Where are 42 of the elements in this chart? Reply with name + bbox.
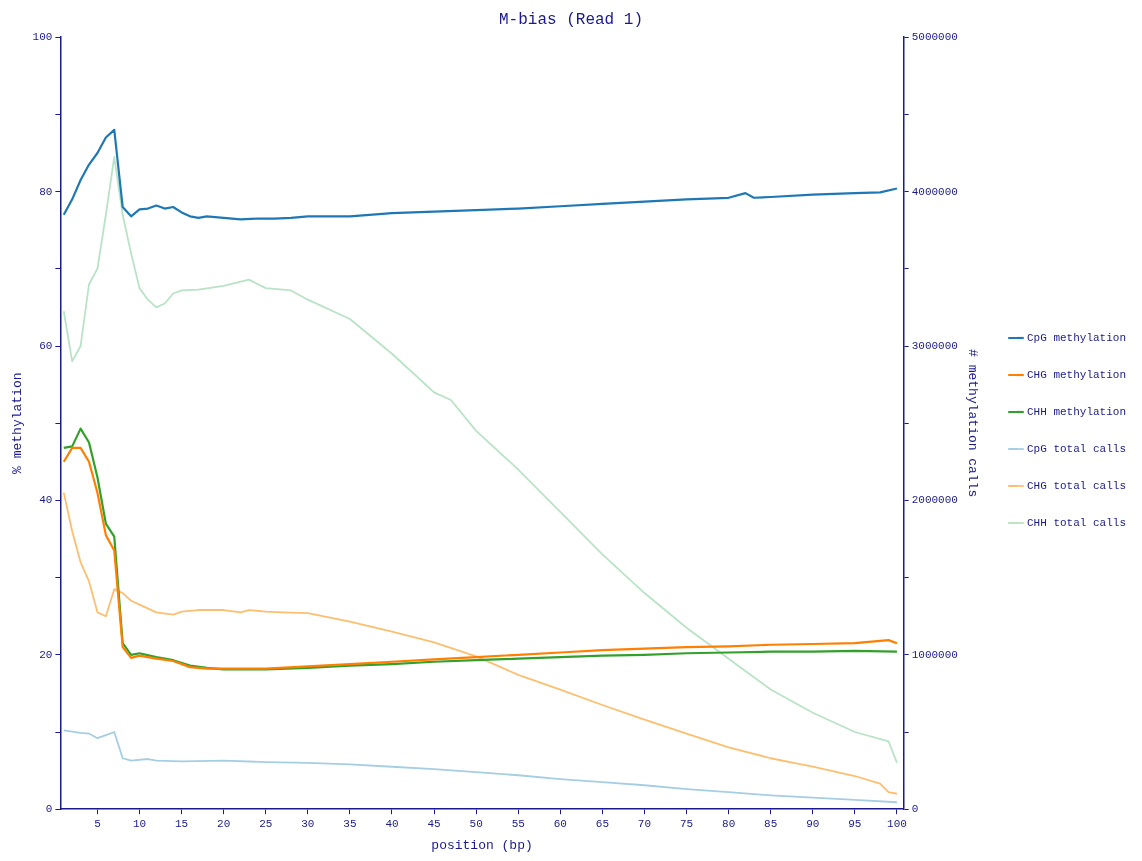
legend-label: CHH total calls [1026,516,1127,529]
x-tick-label: 95 [848,817,862,830]
x-tick-label: 65 [595,817,609,830]
x-tick-label: 25 [259,817,273,830]
legend-label: CHH methylation [1026,405,1127,418]
y-tick-label: 60 [39,339,53,352]
x-tick-label: 50 [469,817,483,830]
y-tick-label: 40 [39,494,53,507]
x-tick-label: 45 [427,817,441,830]
x-tick-label: 80 [722,817,736,830]
x-axis-title: position (bp) [431,837,533,853]
y-tick-label: 20 [39,648,53,661]
chart-title: M-bias (Read 1) [498,10,644,29]
y2-tick-label: 5000000 [911,31,958,44]
y2-tick-label: 4000000 [911,185,958,198]
x-tick-label: 70 [637,817,652,830]
y-tick-label: 80 [39,185,53,198]
x-tick-label: 100 [887,817,907,830]
x-tick-label: 55 [511,817,525,830]
y2-axis-title: # methylation calls [965,349,981,498]
x-tick-label: 35 [343,817,357,830]
x-tick-label: 90 [806,817,820,830]
y-tick-label: 100 [32,31,53,44]
x-tick-label: 60 [553,817,567,830]
y2-tick-label: 3000000 [911,339,958,352]
x-tick-label: 5 [94,817,101,830]
y-tick-label: 0 [45,803,53,816]
legend-label: CHG methylation [1026,368,1127,381]
y2-tick-label: 0 [911,803,919,816]
y2-tick-label: 2000000 [911,494,958,507]
legend-label: CpG methylation [1026,331,1127,344]
x-tick-label: 20 [217,817,231,830]
x-tick-label: 85 [764,817,778,830]
x-tick-label: 75 [679,817,694,830]
y2-tick-label: 1000000 [911,648,958,661]
legend-label: CHG total calls [1026,479,1127,492]
x-tick-label: 15 [174,817,189,830]
x-tick-label: 40 [385,817,399,830]
legend-label: CpG total calls [1026,442,1127,455]
x-tick-label: 30 [301,817,315,830]
x-tick-label: 10 [132,817,147,830]
y-axis-title: % methylation [10,372,26,474]
